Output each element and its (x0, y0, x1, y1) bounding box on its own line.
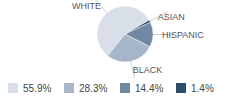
svg-text:BLACK: BLACK (133, 65, 163, 75)
svg-text:WHITE: WHITE (72, 1, 101, 11)
svg-text:ASIAN: ASIAN (158, 12, 185, 22)
html-text:55.9%: 55.9% (23, 82, 52, 94)
html-text:14.4%: 14.4% (135, 82, 164, 94)
svg-text:HISPANIC: HISPANIC (162, 30, 204, 40)
html-text:1.4%: 1.4% (191, 82, 214, 94)
html-text:28.3%: 28.3% (79, 82, 108, 94)
